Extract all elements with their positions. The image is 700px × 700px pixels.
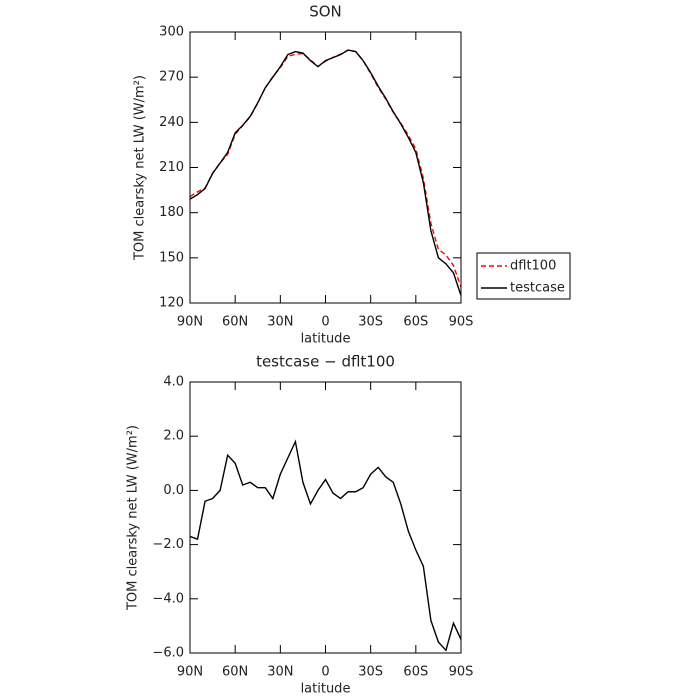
y-tick-label: 150 xyxy=(159,250,184,265)
plot-frame xyxy=(189,31,462,304)
legend-box xyxy=(476,252,571,300)
x-tick-label: 60N xyxy=(222,315,248,330)
x-tick-label: 0 xyxy=(321,665,329,680)
y-axis-label: TOM clearsky net LW (W/m²) xyxy=(126,425,141,611)
x-tick-label: 0 xyxy=(321,315,329,330)
data-line xyxy=(189,439,462,652)
x-tick-label: 90N xyxy=(177,315,203,330)
y-tick-label: 240 xyxy=(159,115,184,130)
legend-label: testcase xyxy=(510,281,565,296)
x-tick-label: 90S xyxy=(449,665,474,680)
y-axis-label: TOM clearsky net LW (W/m²) xyxy=(133,75,148,261)
y-tick-label: 210 xyxy=(159,160,184,175)
legend-label: dflt100 xyxy=(510,259,556,274)
x-tick-label: 60N xyxy=(222,665,248,680)
y-tick-label: −2.0 xyxy=(152,537,184,552)
x-tick-label: 60S xyxy=(403,315,428,330)
x-axis-label: latitude xyxy=(301,332,351,347)
y-tick-label: −6.0 xyxy=(152,646,184,661)
x-tick-label: 90S xyxy=(449,315,474,330)
y-tick-label: 120 xyxy=(159,296,184,311)
x-tick-label: 60S xyxy=(403,665,428,680)
y-tick-label: 270 xyxy=(159,70,184,85)
y-tick-label: 4.0 xyxy=(163,375,184,390)
y-tick-label: −4.0 xyxy=(152,591,184,606)
plot-frame xyxy=(189,381,462,654)
chart-title: SON xyxy=(309,3,342,21)
x-axis-label: latitude xyxy=(301,682,351,697)
x-tick-label: 30S xyxy=(358,665,383,680)
y-tick-label: 0.0 xyxy=(163,483,184,498)
y-tick-label: 2.0 xyxy=(163,429,184,444)
x-tick-label: 30N xyxy=(267,665,293,680)
y-tick-label: 180 xyxy=(159,205,184,220)
x-tick-label: 30S xyxy=(358,315,383,330)
data-line xyxy=(189,49,462,296)
x-tick-label: 90N xyxy=(177,665,203,680)
chart-title: testcase − dflt100 xyxy=(256,353,395,371)
y-tick-label: 300 xyxy=(159,25,184,40)
x-tick-label: 30N xyxy=(267,315,293,330)
